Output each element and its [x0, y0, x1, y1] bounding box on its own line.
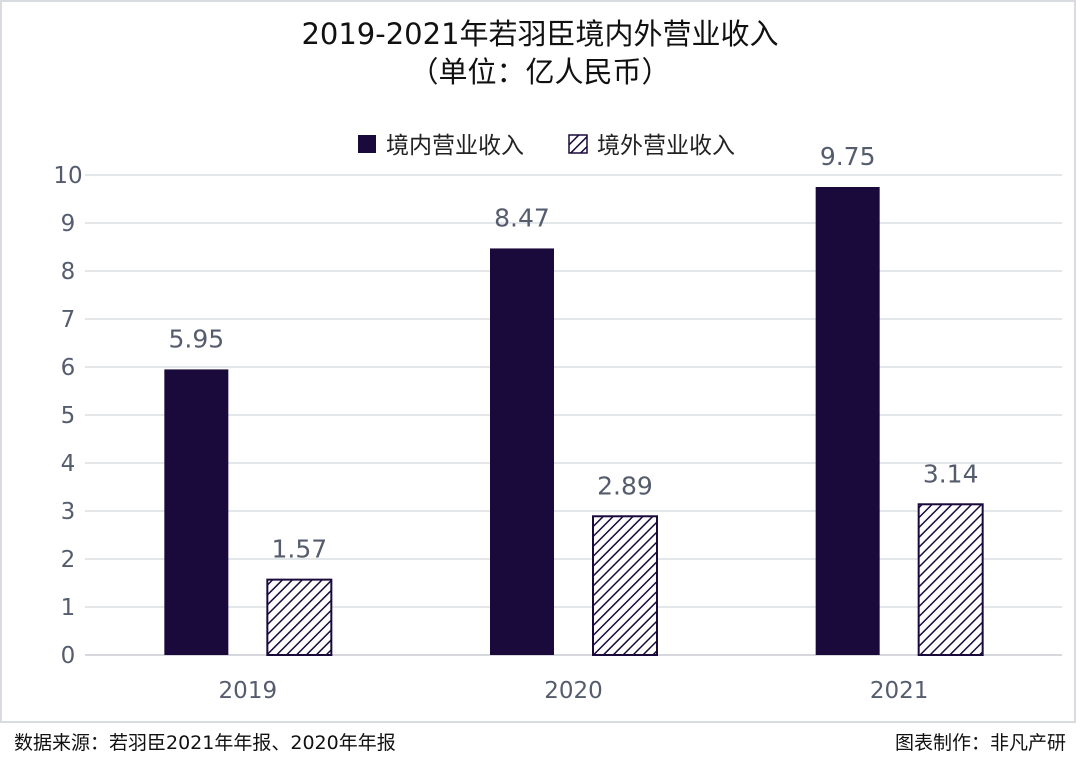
- y-tick-label: 7: [61, 307, 76, 333]
- x-tick-label: 2019: [219, 678, 278, 704]
- data-label: 9.75: [820, 142, 876, 171]
- y-tick-label: 6: [61, 355, 76, 381]
- x-tick-label: 2021: [870, 678, 929, 704]
- y-tick-label: 10: [53, 163, 82, 189]
- y-tick-label: 0: [61, 643, 76, 669]
- source-note: 数据来源：若羽臣2021年年报、2020年年报: [14, 732, 396, 754]
- y-tick-label: 2: [61, 547, 76, 573]
- y-tick-label: 5: [61, 403, 76, 429]
- bar-domestic: [164, 369, 229, 655]
- y-tick-label: 4: [61, 451, 76, 477]
- legend-swatch-domestic: [358, 135, 376, 153]
- x-tick-label: 2020: [544, 678, 603, 704]
- legend-swatch-overseas: [568, 134, 588, 154]
- chart-subtitle: （单位：亿人民币）: [409, 55, 670, 89]
- legend-label-domestic: 境内营业收入: [386, 133, 524, 159]
- y-tick-label: 1: [61, 595, 76, 621]
- y-tick-label: 3: [61, 499, 76, 525]
- legend-label-overseas: 境外营业收入: [597, 133, 735, 159]
- bar-overseas: [592, 515, 658, 657]
- data-label: 8.47: [494, 203, 550, 232]
- bar-domestic: [490, 248, 554, 655]
- bar-overseas: [266, 578, 333, 657]
- y-tick-label: 9: [61, 211, 76, 237]
- legend: 境内营业收入 境外营业收入: [358, 133, 735, 159]
- bar-overseas: [917, 503, 984, 656]
- bar-domestic: [815, 187, 880, 655]
- data-label: 1.57: [271, 535, 327, 564]
- credit-note: 图表制作：非凡产研: [895, 732, 1066, 754]
- data-label: 3.14: [923, 459, 979, 488]
- data-label: 5.95: [168, 324, 224, 353]
- data-label: 2.89: [597, 471, 653, 500]
- y-tick-label: 8: [61, 259, 76, 285]
- chart-title: 2019-2021年若羽臣境内外营业收入: [301, 17, 778, 51]
